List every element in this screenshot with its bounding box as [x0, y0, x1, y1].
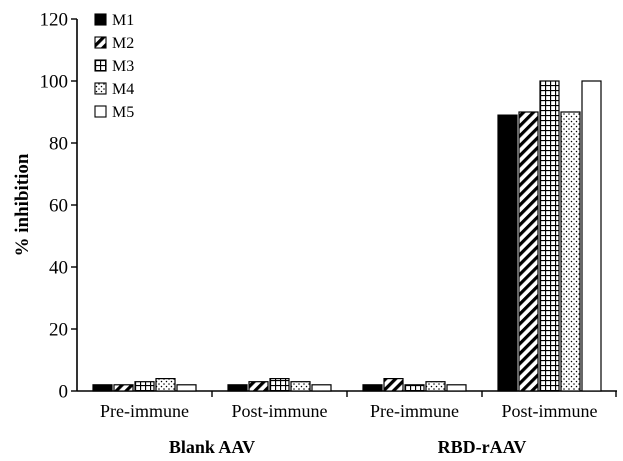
legend-label-m3: M3 [112, 58, 134, 75]
legend-label-m2: M2 [112, 35, 134, 52]
bar-m5-cat1 [176, 384, 197, 392]
y-tick-label: 20 [49, 320, 68, 341]
bars [92, 80, 602, 392]
x-group-labels: Blank AAV RBD-rAAV [169, 437, 526, 457]
bar-m1-cat1 [92, 384, 113, 392]
bar-m4-cat4 [560, 111, 581, 392]
legend-label-m5: M5 [112, 104, 134, 121]
y-ticks: 0 20 40 60 80 100 120 [40, 10, 77, 403]
x-category-label: Pre-immune [370, 401, 459, 421]
bar-m5-cat2 [311, 384, 332, 392]
y-tick-label: 80 [49, 134, 68, 155]
x-category-labels: Pre-immune Post-immune Pre-immune Post-immu… [100, 401, 598, 421]
y-tick-label: 120 [40, 10, 69, 31]
bar-m5-cat4 [581, 80, 602, 392]
bar-m1-cat3 [362, 384, 383, 392]
bar-m3-cat4 [539, 80, 560, 392]
y-tick-label: 40 [49, 258, 68, 279]
legend-label-m4: M4 [112, 81, 134, 98]
bar-m3-cat2 [269, 378, 290, 392]
x-category-label: Post-immune [231, 401, 327, 421]
x-group-label: Blank AAV [169, 437, 255, 457]
bar-m4-cat2 [290, 381, 311, 392]
x-group-label: RBD-rAAV [438, 437, 527, 457]
x-category-label: Post-immune [501, 401, 597, 421]
bar-m2-cat4 [518, 111, 539, 392]
legend-swatch-m3 [94, 59, 107, 72]
bar-m4-cat1 [155, 378, 176, 392]
bar-m4-cat3 [425, 381, 446, 392]
bar-m2-cat2 [248, 381, 269, 392]
x-category-label: Pre-immune [100, 401, 189, 421]
bar-m2-cat1 [113, 384, 134, 392]
bar-m1-cat4 [497, 114, 518, 392]
y-tick-label: 0 [59, 382, 69, 403]
bar-m1-cat2 [227, 384, 248, 392]
legend-label-m1: M1 [112, 12, 134, 29]
legend-swatch-m1 [94, 13, 107, 26]
legend-swatch-m5 [94, 105, 107, 118]
y-axis-label: % inhibition [12, 153, 33, 256]
bar-m5-cat3 [446, 384, 467, 392]
y-tick-label: 100 [40, 72, 69, 93]
bar-m3-cat3 [404, 384, 425, 392]
legend-swatch-m4 [94, 82, 107, 95]
y-tick-label: 60 [49, 196, 68, 217]
legend: M1 M2 M3 M4 M5 [94, 12, 134, 121]
bar-m2-cat3 [383, 378, 404, 392]
legend-swatch-m2 [94, 36, 107, 49]
bar-m3-cat1 [134, 381, 155, 392]
